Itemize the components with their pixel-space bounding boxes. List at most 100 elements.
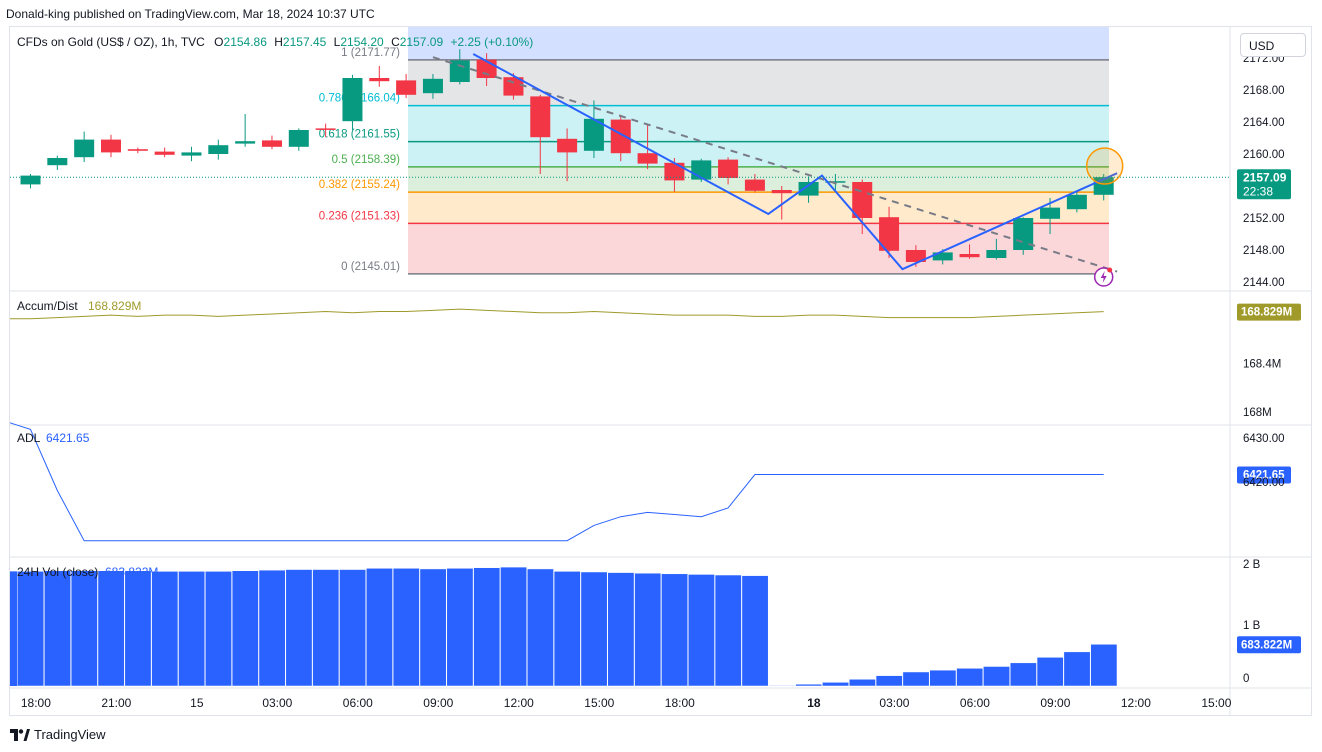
candle-body: [20, 175, 41, 185]
volume-bar: [97, 570, 125, 687]
accum-dist-value: 168.829M: [88, 299, 141, 313]
volume-bar: [661, 573, 688, 687]
candle-body: [208, 145, 229, 154]
candle: [261, 135, 282, 150]
current-price-label: 2157.09: [1243, 170, 1287, 184]
event-marker-bolt: [1100, 271, 1107, 283]
candle: [235, 114, 256, 147]
volume-bar: [1009, 662, 1037, 687]
symbol-title[interactable]: CFDs on Gold (US$ / OZ), 1h, TVC: [17, 35, 205, 49]
candle-body: [1013, 218, 1034, 250]
volume-bar: [419, 568, 447, 687]
open-label: O: [214, 35, 224, 49]
accum-tick-label: 168M: [1243, 407, 1272, 419]
candle-body: [744, 179, 765, 191]
accum-tick-label: 168.4M: [1243, 359, 1281, 371]
fib-zone: [408, 141, 1109, 167]
candle-body: [449, 60, 470, 82]
adl-value: 6421.65: [46, 431, 90, 445]
volume-bar: [312, 569, 340, 687]
volume-bar: [741, 575, 769, 687]
adl-line: [9, 422, 1104, 542]
volume-badge-label: 683.822M: [1241, 639, 1292, 651]
price-tick-label: 2152.00: [1243, 213, 1285, 225]
volume-bar: [527, 568, 554, 687]
fib-level-label: 0 (2145.01): [341, 261, 400, 273]
candle: [369, 66, 390, 87]
time-tick-label: 12:00: [504, 696, 534, 710]
volume-bar: [285, 569, 313, 687]
candle: [986, 238, 1007, 260]
candle-body: [852, 182, 873, 218]
volume-bar: [607, 572, 635, 687]
candle-body: [637, 153, 658, 164]
time-tick-label: 06:00: [960, 696, 990, 710]
time-tick-label: 21:00: [101, 696, 131, 710]
candle: [154, 147, 175, 158]
candle: [557, 128, 578, 182]
high-label: H: [274, 35, 283, 49]
candle-body: [557, 138, 578, 153]
accum-dist-badge: [1237, 303, 1301, 321]
footer-brand: TradingView: [34, 727, 106, 742]
volume-bar: [956, 668, 984, 687]
candle: [47, 155, 68, 170]
volume-bar: [17, 571, 45, 687]
tradingview-logo[interactable]: TradingView: [10, 727, 106, 742]
candle: [422, 74, 443, 99]
candle-body: [181, 152, 202, 156]
close-value: 2157.09: [399, 35, 444, 49]
time-tick-label: 18:00: [665, 696, 695, 710]
candle: [610, 114, 631, 162]
chart-frame: [9, 26, 1312, 716]
candle-body: [288, 130, 309, 147]
candle: [449, 49, 470, 85]
volume-bar: [258, 569, 286, 687]
adl-tick-label: 6420.00: [1243, 477, 1285, 489]
volume-bar: [848, 679, 876, 687]
candle: [1013, 217, 1034, 255]
volume-bar: [473, 567, 501, 687]
candle: [583, 100, 604, 158]
volume-bar: [205, 571, 232, 687]
candle-body: [530, 96, 551, 138]
candle-body: [771, 190, 792, 194]
candle-body: [396, 80, 417, 95]
candle-body: [74, 139, 95, 158]
volume-bar: [929, 669, 957, 687]
fibonacci-retracement: 1 (2171.77)0.786 (2166.04)0.618 (2161.55…: [319, 27, 1109, 275]
fib-top-zone: [408, 27, 1109, 60]
candle-body: [100, 139, 121, 153]
volume-bar: [446, 568, 474, 687]
volume-bar: [983, 666, 1010, 687]
volume-bar: [902, 671, 930, 687]
candle: [208, 139, 229, 160]
published-caption: Donald-king published on TradingView.com…: [6, 7, 375, 21]
candle: [181, 146, 202, 162]
candle-body: [798, 182, 819, 196]
currency-button[interactable]: USD: [1240, 33, 1306, 57]
candle-body: [905, 250, 926, 262]
candle-body: [1040, 207, 1061, 219]
candle: [396, 74, 417, 98]
candles: [20, 49, 1114, 267]
candle-body: [959, 254, 980, 258]
adl-badge: [1237, 466, 1291, 484]
price-tick-label: 2144.00: [1243, 277, 1285, 289]
time-tick-label: 15:00: [1201, 696, 1231, 710]
low-label: L: [333, 35, 341, 49]
candle-body: [718, 159, 739, 178]
fib-level-label: 0.618 (2161.55): [319, 129, 400, 141]
time-tick-label: 03:00: [262, 696, 292, 710]
volume-bar: [1063, 651, 1091, 687]
candle: [798, 176, 819, 203]
candle-body: [235, 141, 256, 144]
volume-bar: [553, 571, 581, 687]
time-tick-label: 03:00: [879, 696, 909, 710]
volume-bar: [1090, 644, 1118, 687]
candle-body: [825, 181, 846, 183]
candle-body: [315, 128, 336, 130]
candle-body: [342, 78, 363, 122]
volume-bar: [70, 570, 98, 687]
